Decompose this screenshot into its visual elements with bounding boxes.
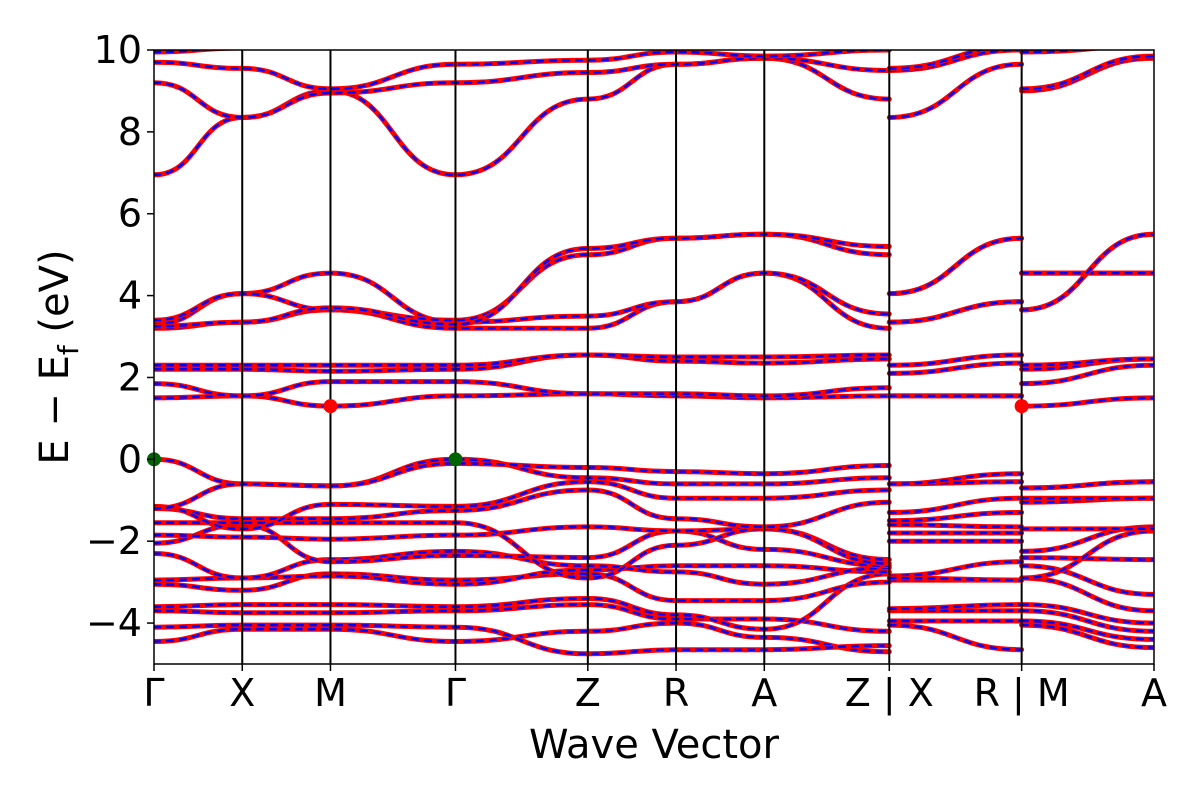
band-21-red [154, 231, 1154, 329]
x-tick-label-3: Γ [445, 671, 466, 715]
band-6-blue-dash [154, 550, 1154, 586]
x-tick-label-5: R [663, 671, 689, 715]
band-15-blue-dash [154, 363, 1154, 398]
y-axis-ticks: 10 8 6 4 2 0 −2 −4 [86, 28, 154, 645]
x-tick-label-4: Z [575, 671, 601, 715]
y-tick-label-7: −4 [86, 601, 142, 645]
x-tick-label-1: X [229, 671, 255, 715]
band-22-blue-dash [154, 56, 1154, 177]
y-tick-label-2: 6 [118, 192, 142, 236]
y-axis-title-subscript: f [52, 344, 85, 355]
x-tick-label-2: M [314, 671, 347, 715]
band-edge-marker-3 [1014, 399, 1029, 414]
x-tick-label-8: R | M [974, 671, 1070, 716]
band-lines [154, 50, 1154, 657]
x-tick-label-0: Γ [143, 671, 164, 715]
high-symmetry-lines [241, 50, 1023, 664]
y-axis-title-unit: (eV) [32, 249, 78, 332]
y-tick-label-6: −2 [86, 519, 142, 563]
band-21-blue-dash [154, 232, 1154, 328]
y-tick-label-1: 8 [118, 110, 142, 154]
band-edge-marker-1 [448, 452, 463, 467]
band-12-red [154, 456, 1154, 501]
x-tick-label-7: Z | X [845, 671, 934, 716]
y-tick-label-3: 4 [118, 274, 142, 318]
band-13-blue-dash [154, 462, 1154, 510]
band-22-red [154, 55, 1154, 178]
y-axis-title: E − Ef (eV) [32, 249, 85, 464]
x-axis-title: Wave Vector [529, 722, 780, 768]
band-1-blue-dash [154, 619, 1154, 656]
y-axis-title-main: E − E [32, 355, 78, 465]
y-tick-label-5: 0 [118, 437, 142, 481]
y-tick-label-0: 10 [94, 28, 142, 72]
band-18-red [154, 231, 1154, 331]
x-tick-label-6: A [751, 671, 777, 715]
y-axis-title-unit-space [32, 333, 78, 346]
x-axis-ticks: Γ X M Γ Z R A Z | X R | M A [143, 664, 1167, 716]
x-tick-label-9: A [1141, 671, 1167, 715]
band-0-blue-dash [154, 621, 1154, 653]
band-edge-marker-2 [323, 399, 338, 414]
y-tick-label-4: 2 [118, 355, 142, 399]
plot-frame [153, 49, 1155, 665]
band-12-blue-dash [154, 458, 1154, 500]
band-edge-markers [147, 399, 1029, 467]
band-24-blue-dash [154, 50, 1091, 91]
